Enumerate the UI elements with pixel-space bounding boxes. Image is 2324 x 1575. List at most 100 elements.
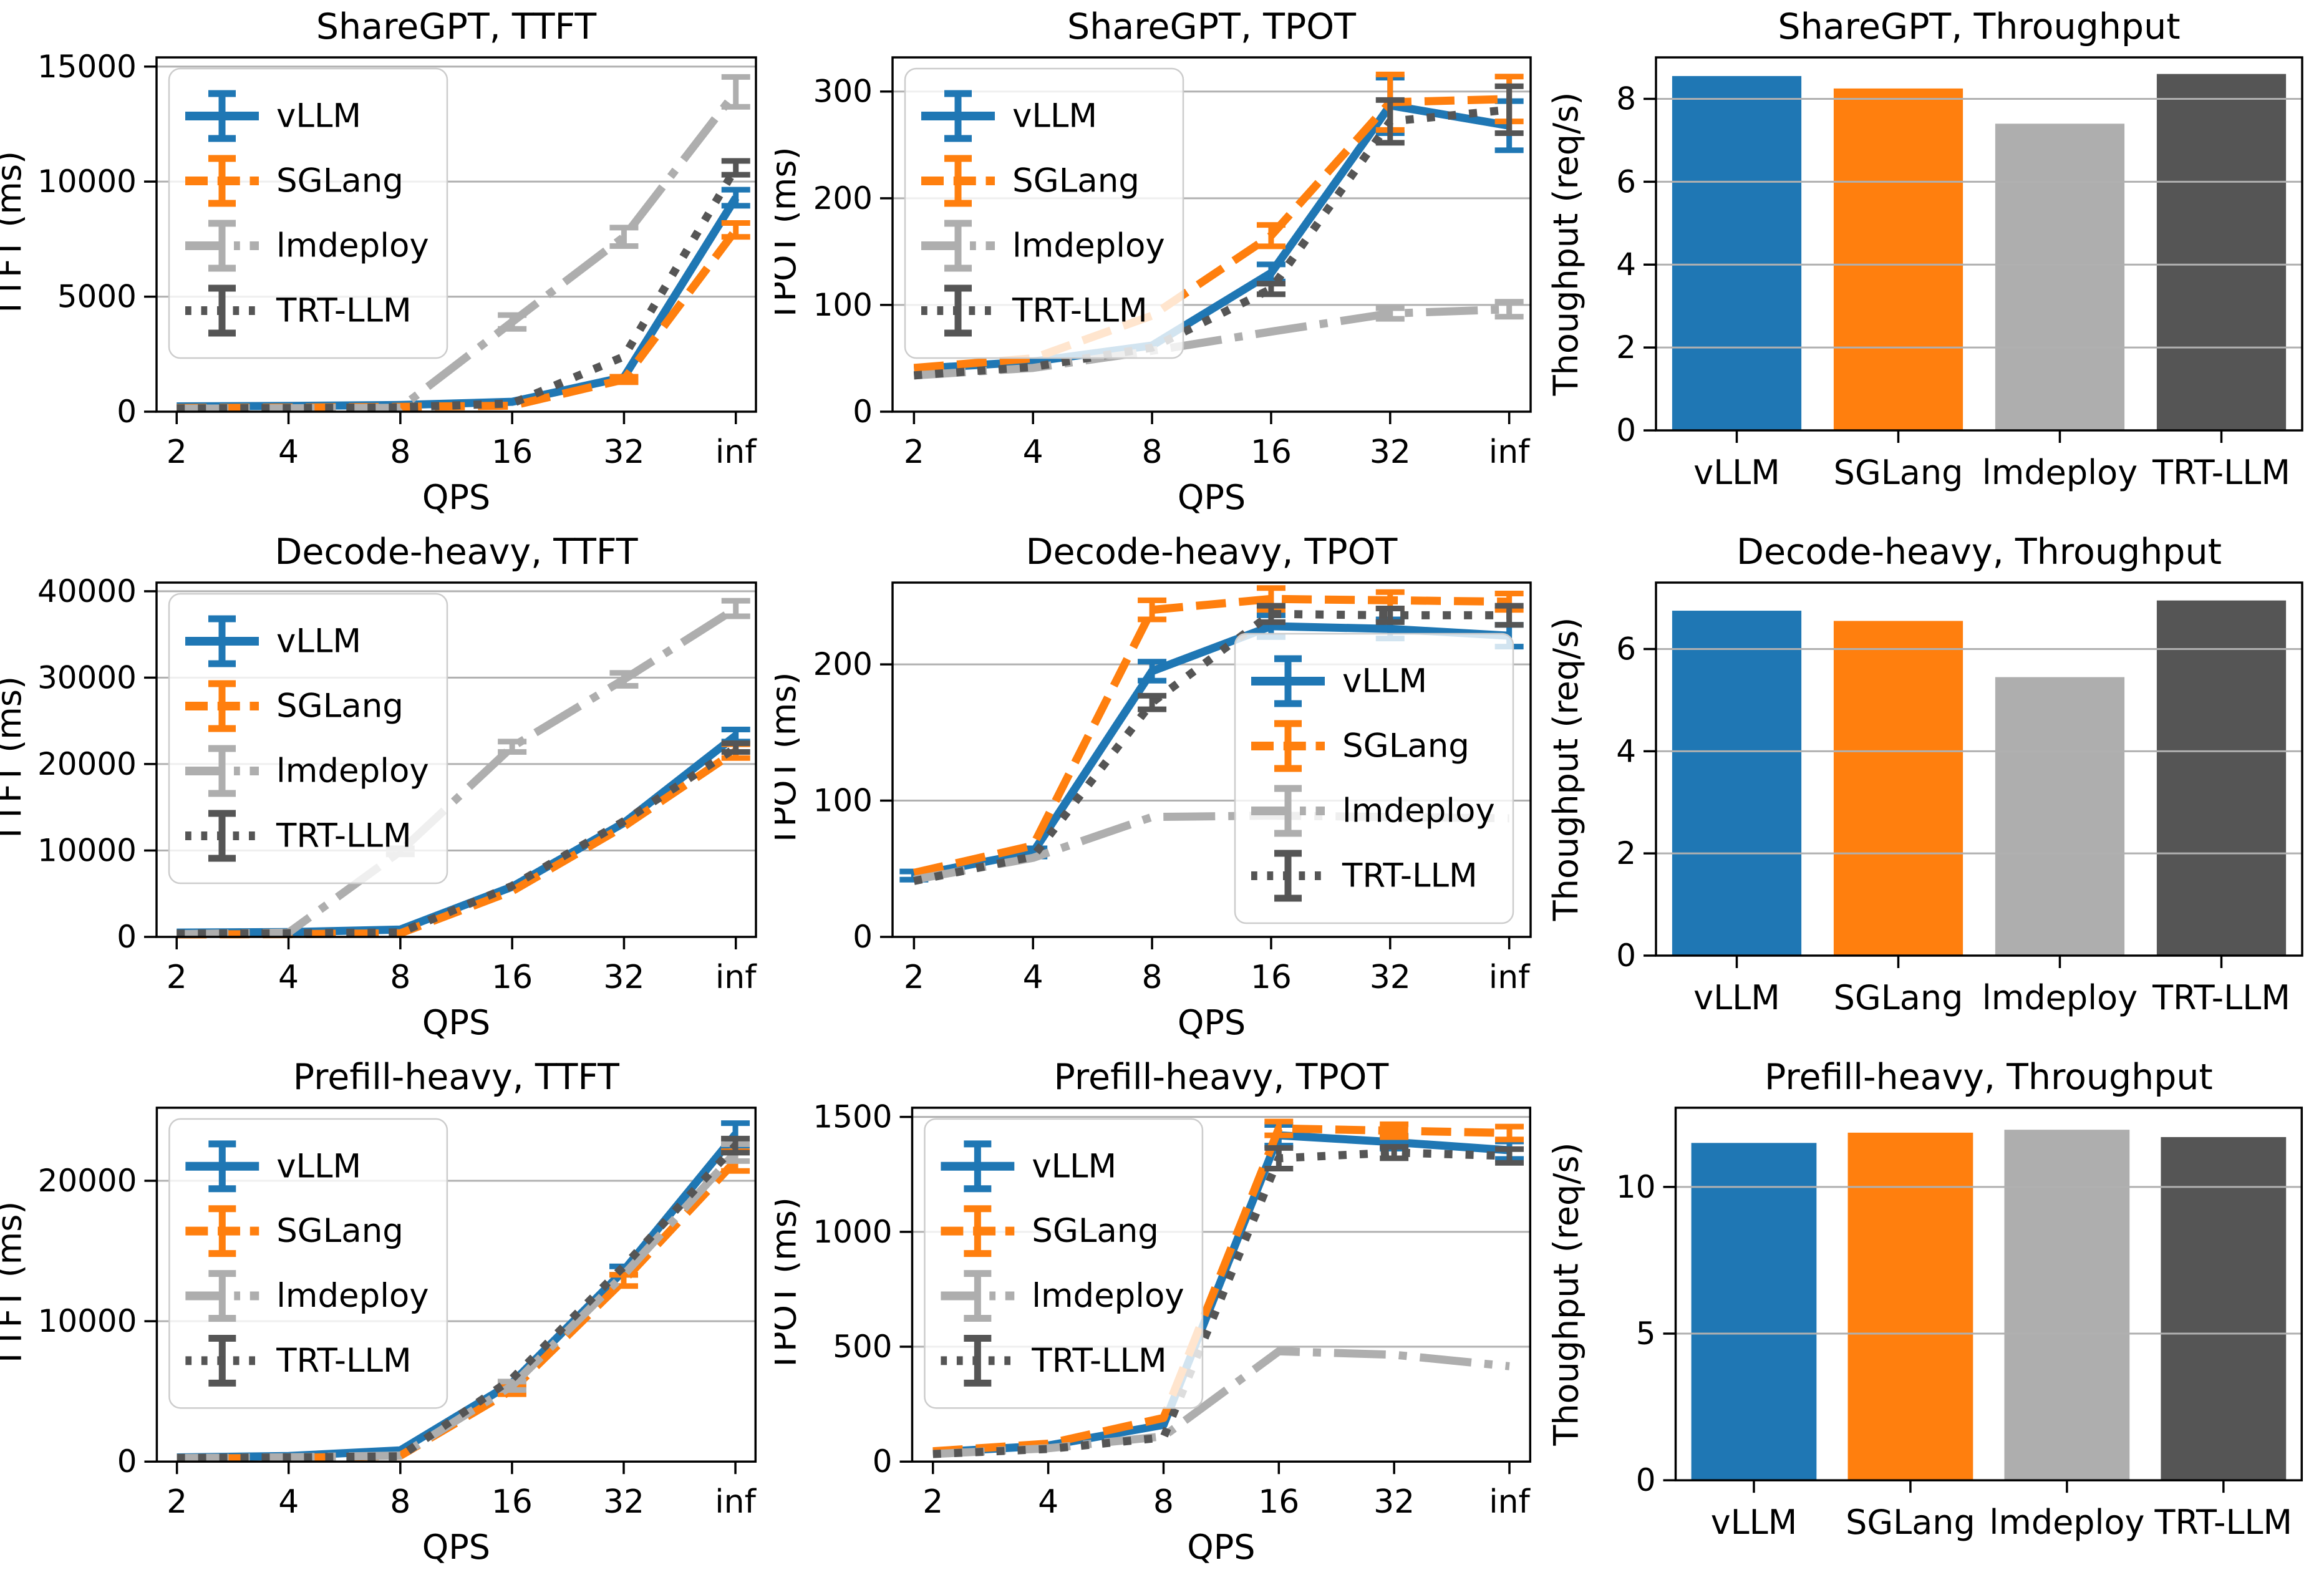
- series-line-lmdeploy: [932, 1347, 1510, 1458]
- x-tick-label: 16: [1258, 1483, 1299, 1521]
- axes-box: [155, 1107, 757, 1463]
- legend-label: vLLM: [276, 1147, 361, 1185]
- series-line-lmdeploy: [177, 605, 738, 939]
- axes-box: [911, 1107, 1532, 1463]
- bar-trt-llm: [2156, 74, 2287, 431]
- x-tick-label: 8: [1142, 434, 1163, 471]
- legend-label: TRT-LLM: [276, 1342, 411, 1380]
- x-axis-label: QPS: [422, 1528, 490, 1567]
- x-tick-label: 4: [278, 959, 299, 996]
- x-axis: 2 4 8 16 32 inf QPS: [904, 412, 1531, 517]
- chart-title: Prefill-heavy, TTFT: [293, 1057, 619, 1098]
- series-line-trt-llm: [913, 105, 1510, 380]
- y-tick-label: 6: [1616, 163, 1636, 200]
- x-tick-label: vLLM: [1693, 453, 1780, 492]
- x-tick-label: inf: [715, 959, 757, 996]
- x-tick-label: inf: [715, 434, 757, 471]
- y-tick-label: 4: [1616, 733, 1636, 769]
- legend-label: TRT-LLM: [276, 292, 412, 330]
- chart-sharegpt-ttft: 2 4 8 16 32 inf QPS 0 5000 10000 15000 TTFT (ms) Sha…: [0, 6, 757, 517]
- series-line-trt-llm: [932, 1148, 1510, 1458]
- x-axis-label: QPS: [422, 1003, 490, 1042]
- y-tick-label: 0: [1636, 1462, 1656, 1498]
- x-tick-label: TRT-LLM: [2154, 1503, 2293, 1542]
- y-tick-label: 0: [853, 919, 873, 955]
- legend-key-trt-llm-icon: [1251, 850, 1325, 902]
- legend-label: vLLM: [276, 97, 361, 135]
- x-tick-label: 4: [1023, 434, 1043, 471]
- gridlines: [1656, 647, 2302, 855]
- legend-key-sglang-icon: [1251, 720, 1325, 772]
- x-tick-label: 16: [1251, 959, 1292, 996]
- axes-box: [155, 56, 757, 413]
- chart-title: ShareGPT, TPOT: [1067, 6, 1356, 47]
- legend-label: lmdeploy: [276, 752, 429, 790]
- legend-key-vllm-icon: [185, 615, 259, 667]
- y-tick-label: 8: [1616, 80, 1636, 117]
- x-axis: 2 4 8 16 32 inf QPS: [167, 412, 757, 517]
- x-tick-label: 8: [390, 434, 410, 471]
- bar-lmdeploy: [1995, 124, 2125, 431]
- chart-decode-heavy-throughput: vLLM SGLang lmdeploy TRT-LLM 0 2 4 6 Thoughput (…: [1549, 531, 2303, 1017]
- x-tick-label: 8: [390, 959, 410, 996]
- x-tick-label: inf: [1489, 959, 1531, 996]
- legend-label: TRT-LLM: [276, 817, 412, 855]
- y-axis: 0 100 200 TPOT (ms): [775, 646, 893, 955]
- x-tick-label: 2: [167, 1483, 187, 1521]
- y-axis: 0 2 4 6 8 Thoughput (req/s): [1549, 80, 1656, 448]
- y-tick-label: 100: [813, 783, 873, 819]
- chart-title: ShareGPT, TTFT: [316, 6, 597, 47]
- series-trt-llm: [913, 83, 1524, 380]
- y-axis-label: TPOT (ms): [775, 1197, 804, 1373]
- subplot-prefill-heavy-tpot: 2 4 8 16 32 inf QPS 0 500 1000 1500 TPOT (ms) Prefil…: [775, 1050, 1549, 1575]
- legend-key-trt-llm-icon: [185, 810, 259, 862]
- bars: [1672, 600, 2287, 956]
- chart-decode-heavy-ttft: 2 4 8 16 32 inf QPS 0 10000 20000 30000 40000 TTFT (…: [0, 531, 757, 1042]
- legend-key-trt-llm-icon: [921, 284, 995, 337]
- y-tick-label: 40000: [37, 573, 137, 609]
- legend-label: lmdeploy: [1032, 1277, 1184, 1315]
- x-tick-label: lmdeploy: [1982, 978, 2138, 1017]
- bar-sglang: [1833, 88, 1963, 431]
- series-line-lmdeploy: [913, 812, 1509, 884]
- y-axis-label: TPOT (ms): [775, 672, 803, 848]
- x-tick-label: 16: [491, 434, 533, 471]
- legend-key-vllm-icon: [941, 1140, 1015, 1193]
- legend-key-sglang-icon: [941, 1205, 1015, 1258]
- legend-label: SGLang: [276, 687, 404, 725]
- x-tick-label: vLLM: [1693, 978, 1780, 1017]
- legend: vLLM SGLang lmdeploy TRT-LLM: [904, 67, 1184, 359]
- y-tick-label: 2: [1616, 329, 1636, 366]
- y-axis: 0 10000 20000 30000 40000 TTFT (ms): [0, 573, 157, 955]
- series-trt-llm: [177, 740, 750, 938]
- x-tick-label: 16: [491, 1483, 533, 1521]
- y-tick-label: 100: [813, 287, 873, 323]
- x-axis-label: QPS: [1178, 478, 1246, 517]
- x-axis: vLLM SGLang lmdeploy TRT-LLM: [1693, 430, 2290, 492]
- series-line-sglang: [913, 594, 1509, 877]
- chart-title: ShareGPT, Throughput: [1778, 6, 2180, 47]
- x-tick-label: vLLM: [1711, 1503, 1798, 1542]
- x-tick-label: 4: [1038, 1483, 1058, 1521]
- y-tick-label: 0: [117, 919, 137, 955]
- x-axis: 2 4 8 16 32 inf QPS: [167, 1461, 757, 1567]
- x-tick-label: SGLang: [1834, 453, 1963, 492]
- y-tick-label: 20000: [38, 1163, 137, 1199]
- gridlines: [1656, 97, 2302, 349]
- legend-key-trt-llm-icon: [185, 1334, 259, 1387]
- bar-vllm: [1691, 1143, 1817, 1481]
- subplot-decode-heavy-throughput: vLLM SGLang lmdeploy TRT-LLM 0 2 4 6 Thoughput (…: [1549, 525, 2324, 1050]
- bar-trt-llm: [2161, 1136, 2287, 1481]
- chart-decode-heavy-tpot: 2 4 8 16 32 inf QPS 0 100 200 TPOT (ms) Decode-heav…: [775, 531, 1532, 1042]
- subplot-prefill-heavy-ttft: 2 4 8 16 32 inf QPS 0 10000 20000 TTFT (ms) Prefill…: [0, 1050, 775, 1575]
- legend-label: lmdeploy: [276, 1277, 428, 1315]
- legend-key-lmdeploy-icon: [185, 220, 259, 272]
- legend: vLLM SGLang lmdeploy TRT-LLM: [924, 1118, 1204, 1409]
- x-tick-label: 8: [1153, 1483, 1174, 1521]
- y-tick-label: 20000: [37, 746, 137, 782]
- y-axis: 0 5 10 Thoughput (req/s): [1549, 1142, 1676, 1498]
- y-tick-label: 500: [833, 1329, 892, 1365]
- series-trt-llm: [913, 603, 1524, 885]
- y-axis-label: Thoughput (req/s): [1549, 1142, 1586, 1446]
- y-tick-label: 1000: [813, 1214, 892, 1250]
